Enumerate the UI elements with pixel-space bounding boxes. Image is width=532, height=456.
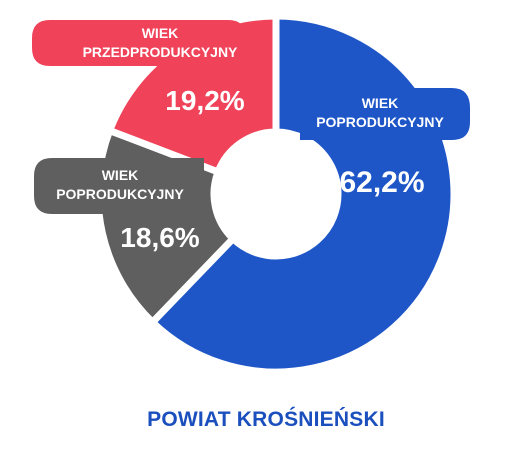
pct-label-red: 19,2% (165, 85, 244, 116)
callout-gray-line2: POPRODUKCYJNY (56, 186, 184, 202)
pct-label-gray: 18,6% (120, 222, 199, 253)
chart-title: POWIAT KROŚNIEŃSKI (147, 408, 385, 431)
callout-red-bubble (32, 20, 246, 66)
callout-red: WIEK PRZEDPRODUKCYJNY (32, 20, 246, 66)
callout-gray-line1: WIEK (102, 167, 139, 183)
callout-gray-bubble (34, 158, 204, 214)
callout-red-line2: PRZEDPRODUKCYJNY (83, 44, 238, 60)
callout-blue-line2: POPRODUKCYJNY (316, 114, 444, 130)
callout-red-line1: WIEK (142, 25, 179, 41)
callout-gray: WIEK POPRODUKCYJNY (34, 158, 204, 214)
callout-blue-line1: WIEK (362, 95, 399, 111)
pct-label-blue: 62,2% (339, 166, 424, 199)
callout-blue: WIEK POPRODUKCYJNY (300, 88, 470, 140)
callout-blue-bubble (300, 88, 470, 140)
